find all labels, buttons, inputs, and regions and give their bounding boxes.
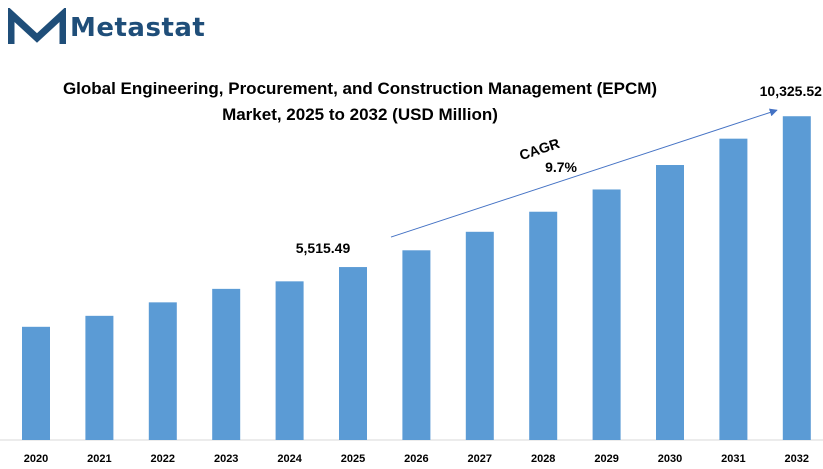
x-tick-label-2023: 2023 <box>214 453 238 465</box>
bar-2025 <box>339 267 367 440</box>
bar-2030 <box>656 165 684 440</box>
x-tick-label-2022: 2022 <box>151 453 175 465</box>
bar-2027 <box>465 231 494 440</box>
data-label-2025: 5,515.49 <box>296 240 351 256</box>
bar-2028 <box>529 211 558 440</box>
bar-2026 <box>402 250 431 440</box>
bar-2022 <box>148 302 177 440</box>
x-tick-label-2031: 2031 <box>721 453 745 465</box>
x-tick-label-2027: 2027 <box>468 453 492 465</box>
metastat-m-icon <box>8 8 66 44</box>
bar-2032 <box>782 116 811 440</box>
bar-2023 <box>212 288 241 440</box>
x-tick-label-2028: 2028 <box>531 453 555 465</box>
x-tick-label-2029: 2029 <box>594 453 618 465</box>
x-tick-label-2020: 2020 <box>24 453 48 465</box>
x-tick-label-2021: 2021 <box>87 453 111 465</box>
data-label-2032: 10,325.52 <box>760 83 822 99</box>
bar-2020 <box>22 326 50 440</box>
bar-2024 <box>275 281 304 440</box>
cagr-arrow <box>390 108 778 238</box>
cagr-value: 9.7% <box>545 159 577 175</box>
bar-2029 <box>592 189 621 440</box>
x-tick-label-2026: 2026 <box>404 453 428 465</box>
bar-2021 <box>85 315 114 440</box>
x-tick-label-2030: 2030 <box>658 453 682 465</box>
chart-title-line-1: Global Engineering, Procurement, and Con… <box>62 79 658 98</box>
x-tick-label-2024: 2024 <box>277 453 302 465</box>
chart-title-line-2: Market, 2025 to 2032 (USD Million) <box>222 105 498 124</box>
x-tick-label-2032: 2032 <box>785 453 809 465</box>
bar-2031 <box>719 138 748 440</box>
brand-logo: Metastat <box>8 8 205 48</box>
x-tick-label-2025: 2025 <box>341 453 365 465</box>
chart-title: Global Engineering, Procurement, and Con… <box>20 76 700 128</box>
brand-name: Metastat <box>70 13 206 43</box>
